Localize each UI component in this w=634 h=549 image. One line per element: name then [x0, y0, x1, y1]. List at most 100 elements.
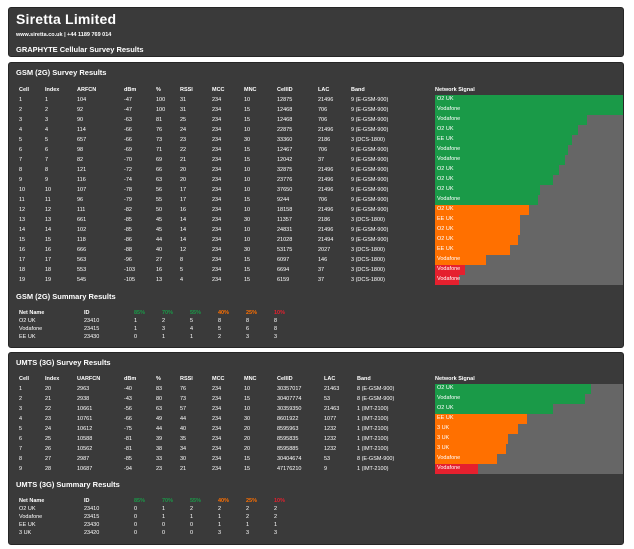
cell-dbm: -63 — [124, 117, 132, 123]
signal-bar-track — [435, 225, 623, 235]
cell-cellid: 53175 — [277, 247, 293, 253]
cell-cell: 4 — [19, 127, 23, 133]
signal-bar-track — [435, 235, 623, 245]
cell-cellid: 8595963 — [277, 426, 299, 432]
cell-band: 8 (E-GSM-900) — [357, 396, 395, 402]
cell-index: 11 — [45, 197, 51, 203]
cell-uarfcn: 10687 — [77, 466, 93, 472]
cell-mcc: 234 — [212, 406, 222, 412]
signal-cell: O2 UK — [435, 165, 623, 175]
cell-: 45 — [156, 227, 163, 233]
network-name: O2 UK — [437, 126, 454, 132]
cell-arfcn: 107 — [77, 187, 87, 193]
cell-lac: 37 — [318, 267, 325, 273]
cell-cellid: 30407774 — [277, 396, 302, 402]
cell-arfcn: 114 — [77, 127, 86, 133]
summary-col-header-net-name: Net Name — [19, 310, 45, 316]
cell-rssi: 21 — [180, 157, 187, 163]
cell-: 44 — [156, 237, 163, 243]
signal-bar-fill — [435, 245, 511, 255]
cell-: 39 — [156, 436, 163, 442]
signal-bar-fill — [435, 255, 486, 265]
summary-col-header-70: 70% — [162, 310, 174, 316]
summary-cell-70: 2 — [162, 318, 166, 324]
network-name: Vodafone — [437, 156, 461, 162]
cell-cellid: 11357 — [277, 217, 292, 223]
cell-cell: 19 — [19, 277, 26, 283]
col-header-: % — [156, 376, 161, 382]
cell-uarfcn: 10761 — [77, 416, 93, 422]
cell-rssi: 14 — [180, 227, 187, 233]
cell-cell: 7 — [19, 446, 23, 452]
signal-bar-fill — [435, 265, 466, 275]
summary-cell-55: 0 — [190, 522, 194, 528]
summary-cell-55: 0 — [190, 530, 194, 536]
cell-cell: 12 — [19, 207, 26, 213]
cell-mnc: 10 — [244, 167, 251, 173]
cell-mnc: 15 — [244, 197, 251, 203]
cell-cellid: 47176210 — [277, 466, 302, 472]
table-row: 5 24 10612 -75 44 40 234 20 8595963 1232 1 (IMT-21… — [19, 424, 623, 434]
cell-mcc: 234 — [212, 157, 222, 163]
summary-cell-id: 23410 — [84, 318, 100, 324]
col-header-mnc: MNC — [244, 87, 257, 93]
table-row: 2 2 92 -47 100 31 234 15 12468 706 9 (E-GSM-900) Vo… — [19, 105, 623, 115]
signal-cell: O2 UK — [435, 384, 623, 394]
signal-cell: Vodafone — [435, 155, 623, 165]
cell-band: 9 (E-GSM-900) — [351, 227, 389, 233]
table-row: 4 4 114 -66 76 24 234 10 22875 21496 9 (E-GSM-900)… — [19, 125, 623, 135]
cell-: 81 — [156, 117, 163, 123]
table-row: 10 10 107 -78 56 17 234 10 37650 21496 9 (E-GSM-90… — [19, 185, 623, 195]
cell-: 45 — [156, 217, 163, 223]
signal-bar-track — [435, 424, 623, 434]
signal-bar-fill — [435, 414, 528, 424]
summary-col-header-10: 10% — [274, 310, 286, 316]
cell-mnc: 20 — [244, 446, 251, 452]
summary-header-row: Net Name ID 85% 70% 55% 40% 25% 10% — [19, 309, 309, 317]
company-name: Siretta Limited — [16, 11, 117, 27]
signal-bar-fill — [435, 165, 560, 175]
col-header-lac: LAC — [318, 87, 330, 93]
cell-dbm: -40 — [124, 386, 132, 392]
cell-: 55 — [156, 197, 163, 203]
cell-mcc: 234 — [212, 117, 222, 123]
report-subtitle: GRAPHYTE Cellular Survey Results — [16, 45, 144, 54]
umts-summary-title: UMTS (3G) Summary Results — [16, 480, 120, 489]
signal-bar-fill — [435, 145, 569, 155]
summary-row: Vodafone 23415 1 3 4 5 6 8 — [19, 325, 309, 333]
cell-mcc: 234 — [212, 456, 222, 462]
network-name: O2 UK — [437, 405, 454, 411]
cell-index: 6 — [45, 147, 49, 153]
cell-lac: 21494 — [318, 237, 334, 243]
cell-: 44 — [156, 426, 163, 432]
cell-cellid: 12042 — [277, 157, 293, 163]
cell-uarfcn: 10612 — [77, 426, 93, 432]
cell-index: 28 — [45, 466, 52, 472]
signal-bar-track — [435, 434, 623, 444]
table-row: 19 19 545 -105 13 4 234 15 6159 37 3 (DCS-1800) Vod… — [19, 275, 623, 285]
network-name: Vodafone — [437, 395, 461, 401]
summary-cell-40: 3 — [218, 530, 222, 536]
signal-bar-track — [435, 454, 623, 464]
cell-dbm: -81 — [124, 446, 132, 452]
signal-bar-fill — [435, 175, 554, 185]
cell-cell: 5 — [19, 137, 23, 143]
cell-band: 9 (E-GSM-900) — [351, 117, 389, 123]
cell-index: 18 — [45, 267, 52, 273]
cell-cell: 1 — [19, 386, 23, 392]
table-row: 17 17 563 -96 27 8 234 15 6097 146 3 (DCS-1800) Vod… — [19, 255, 623, 265]
signal-bar-fill — [435, 95, 623, 105]
summary-cell-55: 5 — [190, 318, 194, 324]
cell-lac: 21496 — [318, 97, 334, 103]
cell-cellid: 9244 — [277, 197, 290, 203]
network-name: Vodafone — [437, 116, 461, 122]
cell-cell: 8 — [19, 456, 23, 462]
summary-col-header-net-name: Net Name — [19, 498, 45, 504]
cell-: 69 — [156, 157, 163, 163]
cell-dbm: -66 — [124, 416, 132, 422]
table-row: 14 14 102 -85 45 14 234 10 24831 21496 9 (E-GSM-90… — [19, 225, 623, 235]
cell-band: 1 (IMT-2100) — [357, 446, 389, 452]
summary-cell-id: 23430 — [84, 334, 100, 340]
network-name: 3 UK — [437, 425, 450, 431]
cell-mcc: 234 — [212, 386, 222, 392]
